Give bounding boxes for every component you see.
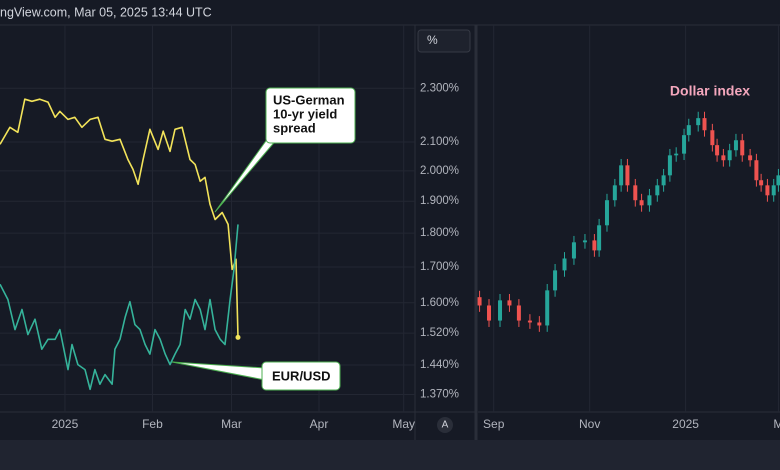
candle-body	[545, 290, 550, 326]
bottom-strip	[0, 440, 780, 470]
y-tick-label: 1.520%	[420, 327, 459, 339]
callout-box	[265, 87, 356, 144]
candle-body	[633, 185, 638, 201]
x-tick-label: 2025	[52, 417, 79, 431]
candle-body	[733, 140, 738, 151]
candle-body	[655, 185, 660, 196]
annotation-text: 10-yr yield	[273, 106, 337, 121]
y-tick-label: 1.370%	[420, 389, 459, 401]
candle-body	[612, 185, 617, 201]
candle-body	[667, 155, 672, 176]
candle-body	[702, 118, 707, 131]
candle-body	[597, 225, 602, 251]
annotation-text: US-German	[273, 92, 345, 107]
candle-body	[553, 270, 558, 291]
candle-body	[487, 305, 492, 321]
candle-body	[661, 175, 666, 186]
candle-body	[710, 130, 715, 146]
x-tick-label: Apr	[310, 417, 329, 431]
candle-body	[771, 185, 776, 196]
candle-body	[571, 242, 576, 259]
y-tick-label: 2.100%	[420, 136, 459, 148]
annotation-text: EUR/USD	[272, 368, 331, 383]
candle-body	[740, 140, 745, 156]
candle-body	[498, 300, 503, 321]
autoscale-button[interactable]	[437, 417, 453, 433]
autoscale-label: A	[442, 420, 449, 431]
y-tick-label: 1.700%	[420, 261, 459, 273]
candle-body	[477, 297, 482, 306]
y-tick-label: 2.000%	[420, 165, 459, 177]
y-tick-label: 1.900%	[420, 195, 459, 207]
callout-box	[261, 361, 341, 391]
last-point	[235, 334, 241, 340]
x-tick-label: Nov	[579, 417, 600, 431]
unit-button[interactable]	[417, 29, 471, 53]
candle-body	[715, 145, 720, 156]
y-tick-label: 1.800%	[420, 227, 459, 239]
candle-body	[674, 153, 679, 156]
x-tick-label: Sep	[483, 417, 505, 431]
y-tick-label: 1.600%	[420, 297, 459, 309]
candle-body	[727, 150, 732, 161]
candle-body	[592, 240, 597, 251]
candle-body	[516, 305, 521, 321]
candle-body	[759, 180, 764, 186]
x-tick-label: May	[392, 417, 415, 431]
candle-body	[748, 155, 753, 161]
x-tick-label: Mar	[221, 417, 242, 431]
candle-body	[682, 135, 687, 154]
candle-body	[647, 195, 652, 206]
x-tick-label: M	[773, 417, 780, 431]
candle-body	[582, 240, 587, 243]
series-line	[0, 98, 239, 338]
candle-body	[562, 258, 567, 271]
unit-label: %	[427, 33, 438, 47]
x-tick-label: 2025	[672, 417, 699, 431]
chart-title: Dollar index	[670, 83, 750, 99]
candle-body	[776, 175, 780, 186]
candle-body	[604, 200, 609, 226]
candle-body	[527, 320, 532, 323]
candle-body	[696, 118, 701, 126]
candle-body	[754, 160, 759, 181]
candle-body	[686, 125, 691, 136]
candle-body	[507, 300, 512, 306]
x-tick-label: Feb	[142, 417, 163, 431]
candle-body	[619, 165, 624, 186]
y-tick-label: 2.300%	[420, 82, 459, 94]
candle-body	[625, 165, 630, 186]
candle-body	[765, 185, 770, 196]
candle-body	[537, 322, 542, 326]
y-tick-label: 1.440%	[420, 359, 459, 371]
annotation-text: spread	[273, 120, 316, 135]
header-text: ngView.com, Mar 05, 2025 13:44 UTC	[0, 5, 212, 19]
candle-body	[721, 155, 726, 161]
series-line	[0, 224, 239, 391]
candle-body	[639, 200, 644, 206]
